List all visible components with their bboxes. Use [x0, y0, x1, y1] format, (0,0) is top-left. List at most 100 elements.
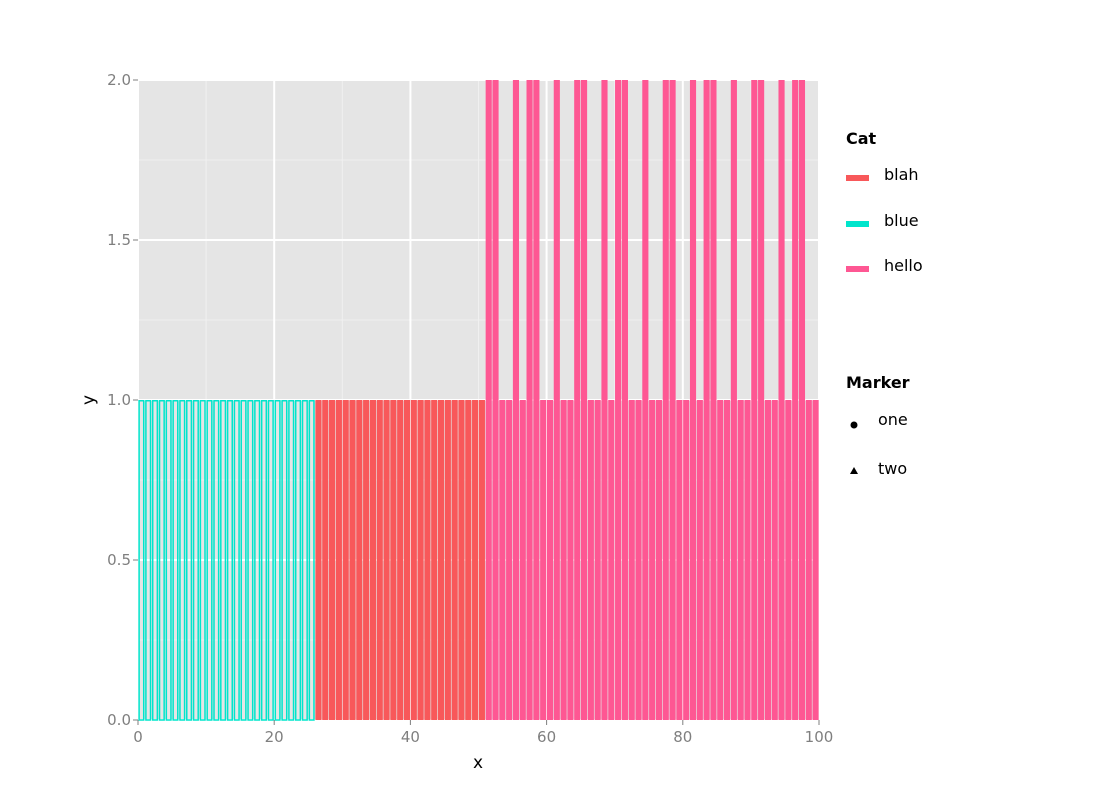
bar-blue — [294, 400, 302, 721]
bar-hello — [635, 400, 642, 720]
bar-hello — [533, 80, 540, 720]
bar-blah — [329, 400, 336, 720]
y-tick-label: 0.5 — [107, 551, 131, 569]
bar-blue — [213, 400, 220, 721]
bar-hello — [621, 80, 628, 720]
bar-blue — [220, 400, 227, 721]
bar-hello — [730, 80, 737, 720]
bar-blah — [397, 400, 404, 720]
legend-key-blue — [846, 221, 869, 227]
bar-blue — [233, 400, 240, 721]
bar-blue — [308, 400, 315, 721]
bar-blue — [179, 400, 186, 721]
bar-blue — [172, 400, 179, 721]
bar-blah — [356, 400, 363, 720]
bar-blah — [444, 400, 451, 720]
bar-blah — [369, 400, 377, 720]
legend-label: one — [878, 410, 908, 429]
bar-blue — [267, 400, 274, 721]
legend-marker-two — [850, 467, 858, 474]
bar-hello — [792, 80, 799, 720]
y-tick-label: 1.5 — [107, 231, 131, 249]
bar-blue — [260, 400, 268, 721]
bar-hello — [587, 400, 594, 720]
x-tick-label: 60 — [537, 728, 556, 746]
bar-hello — [512, 80, 520, 720]
bar-hello — [744, 400, 751, 720]
x-tick-label: 80 — [673, 728, 692, 746]
bar-hello — [553, 80, 560, 720]
bar-blah — [335, 400, 342, 720]
bar-hello — [594, 400, 601, 720]
x-tick-label: 40 — [401, 728, 420, 746]
bar-hello — [676, 400, 683, 720]
bar-hello — [567, 400, 574, 720]
bar-blue — [192, 400, 199, 721]
bar-blue — [206, 400, 213, 721]
bar-hello — [724, 400, 731, 720]
bar-blah — [349, 400, 356, 720]
bar-blah — [322, 400, 329, 720]
bar-blue — [301, 400, 308, 721]
y-tick-label: 1.0 — [107, 391, 131, 409]
bar-hello — [574, 80, 581, 720]
bar-hello — [649, 400, 656, 720]
bar-hello — [669, 80, 676, 720]
bar-blah — [315, 400, 322, 720]
axes: 0 20 40 60 80 100 0.0 0.5 1.0 1.5 2.0 — [107, 71, 833, 746]
bar-hello — [805, 400, 812, 720]
bar-blah — [424, 400, 431, 720]
x-tick-label: 20 — [265, 728, 284, 746]
bar-hello — [642, 80, 649, 720]
bar-blue — [151, 400, 159, 721]
bar-hello — [506, 400, 513, 720]
bar-blah — [403, 400, 411, 720]
bar-blah — [451, 400, 458, 720]
bar-blue — [145, 400, 152, 721]
y-tick-label: 0.0 — [107, 711, 131, 729]
bar-blue — [247, 400, 254, 721]
bar-blue — [288, 400, 295, 721]
legend-title: Marker — [846, 373, 910, 392]
bar-hello — [546, 400, 554, 720]
bar-blah — [390, 400, 397, 720]
bar-hello — [758, 80, 765, 720]
bar-blah — [431, 400, 438, 720]
legend-label: blah — [884, 165, 919, 184]
y-tick-label: 2.0 — [107, 71, 131, 89]
bar-blue — [138, 400, 145, 721]
bar-blue — [165, 400, 172, 721]
x-tick-label: 100 — [805, 728, 834, 746]
bar-blah — [342, 400, 349, 720]
x-axis-title: x — [473, 753, 483, 773]
bars — [138, 80, 819, 721]
legend-key-hello — [846, 266, 869, 272]
bar-hello — [601, 80, 608, 720]
bar-blue — [226, 400, 233, 721]
bar-hello — [798, 80, 806, 720]
x-tick-label: 0 — [133, 728, 143, 746]
bar-hello — [812, 400, 819, 720]
bar-hello — [771, 400, 778, 720]
bar-hello — [615, 80, 622, 720]
bar-blah — [437, 400, 445, 720]
bar-hello — [717, 400, 724, 720]
y-axis-title: y — [79, 395, 99, 405]
bar-hello — [560, 400, 567, 720]
bar-hello — [492, 80, 499, 720]
bar-hello — [689, 80, 697, 720]
bar-hello — [526, 80, 533, 720]
bar-blah — [376, 400, 383, 720]
bar-hello — [683, 400, 690, 720]
legend-label: hello — [884, 256, 923, 275]
bar-hello — [662, 80, 669, 720]
bar-blah — [458, 400, 465, 720]
bar-hello — [778, 80, 785, 720]
bar-hello — [580, 80, 588, 720]
bar-blue — [186, 400, 193, 721]
bar-blue — [281, 400, 288, 721]
bar-hello — [519, 400, 526, 720]
bar-blue — [254, 400, 261, 721]
